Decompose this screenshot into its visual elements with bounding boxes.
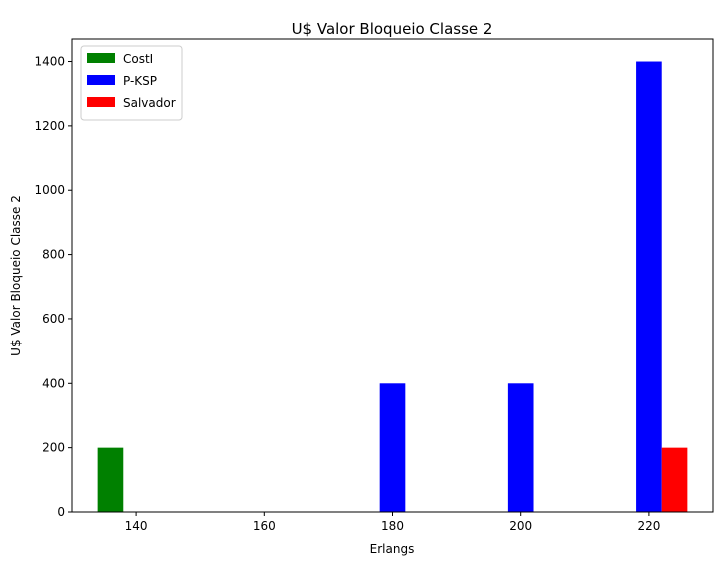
x-axis-ticks: 140 160 180 200 220 [125,512,660,533]
chart-title: U$ Valor Bloqueio Classe 2 [292,20,493,38]
bar-p-ksp-220 [636,61,662,513]
legend-swatch [87,75,115,85]
y-tick-label: 0 [57,505,65,519]
x-tick-label: 180 [381,519,404,533]
y-tick-label: 1400 [34,55,65,69]
y-tick-label: 200 [42,441,65,455]
y-tick-label: 800 [42,248,65,262]
x-tick-label: 140 [125,519,148,533]
legend-swatch [87,97,115,107]
x-tick-label: 200 [509,519,532,533]
y-tick-label: 1000 [34,183,65,197]
legend-label: CostI [123,52,153,66]
bar-costi-140 [97,447,124,512]
legend-label: P-KSP [123,74,157,88]
y-tick-label: 400 [42,376,65,390]
bar-p-ksp-180 [379,383,406,512]
bar-p-ksp-200 [507,383,534,512]
y-tick-label: 1200 [34,119,65,133]
bars-layer [97,61,688,513]
x-axis-label: Erlangs [370,542,415,556]
legend: CostI P-KSP Salvador [80,45,183,121]
bar-salvador-220 [661,447,688,512]
y-axis-ticks: 0 200 400 600 800 1000 1200 1400 [34,55,72,519]
x-tick-label: 220 [637,519,660,533]
y-axis-label: U$ Valor Bloqueio Classe 2 [9,195,23,356]
legend-swatch [87,53,115,63]
legend-label: Salvador [123,96,176,110]
x-tick-label: 160 [253,519,276,533]
y-tick-label: 600 [42,312,65,326]
